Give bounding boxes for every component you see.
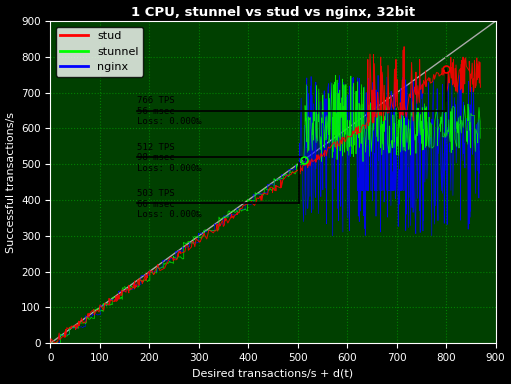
Text: 766 TPS
56 msec
Loss: 0.000‰: 766 TPS 56 msec Loss: 0.000‰ [137, 96, 201, 126]
Text: 503 TPS
66 msec
Loss: 0.000‰: 503 TPS 66 msec Loss: 0.000‰ [137, 189, 201, 219]
Y-axis label: Successful transactions/s: Successful transactions/s [6, 112, 15, 253]
Text: 512 TPS
98 msec
Loss: 0.000‰: 512 TPS 98 msec Loss: 0.000‰ [137, 143, 201, 172]
Legend: stud, stunnel, nginx: stud, stunnel, nginx [56, 26, 143, 77]
X-axis label: Desired transactions/s + d(t): Desired transactions/s + d(t) [193, 368, 354, 379]
Title: 1 CPU, stunnel vs stud vs nginx, 32bit: 1 CPU, stunnel vs stud vs nginx, 32bit [131, 5, 415, 18]
